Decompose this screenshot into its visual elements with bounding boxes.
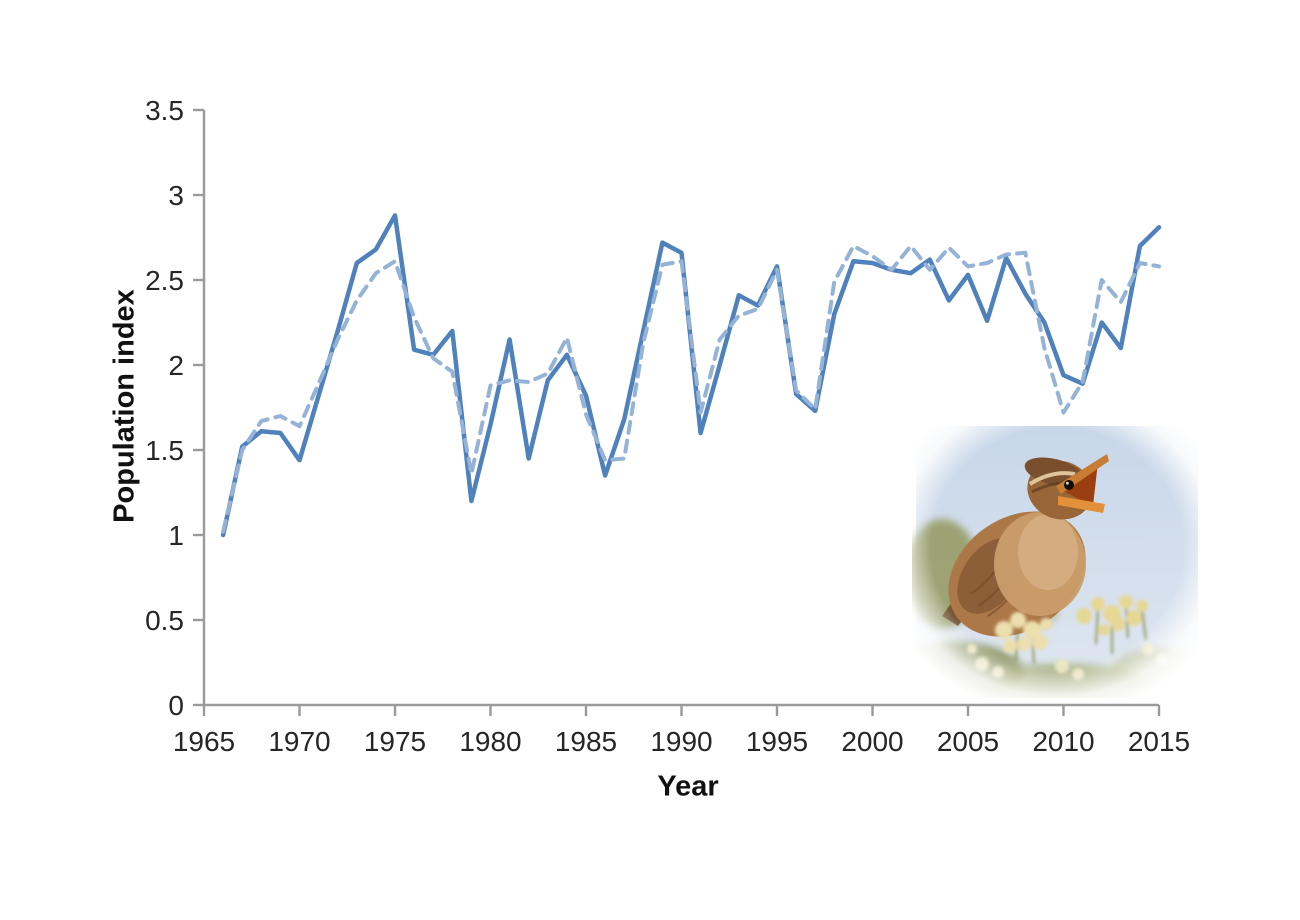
wren-photo-svg: [884, 424, 1214, 708]
x-axis-title: Year: [657, 770, 719, 803]
y-tick-label: 1: [168, 520, 184, 551]
x-tick-label: 1985: [555, 726, 617, 757]
photo-vignette: [912, 424, 1202, 698]
y-tick-label: 0: [168, 690, 184, 721]
x-tick-label: 1980: [459, 726, 521, 757]
y-tick-label: 1.5: [145, 435, 184, 466]
y-tick-label: 2: [168, 350, 184, 381]
x-tick-label: 2000: [841, 726, 903, 757]
x-tick-label: 1990: [650, 726, 712, 757]
x-tick-label: 1970: [268, 726, 330, 757]
x-tick-label: 2005: [937, 726, 999, 757]
dashed-line: [221, 244, 1161, 534]
x-tick-label: 2015: [1128, 726, 1190, 757]
y-tick-label: 2.5: [145, 265, 184, 296]
y-tick-label: 0.5: [145, 605, 184, 636]
x-tick-label: 1995: [746, 726, 808, 757]
y-tick-label: 3: [168, 180, 184, 211]
x-tick-label: 1965: [173, 726, 235, 757]
x-tick-label: 1975: [364, 726, 426, 757]
y-tick-label: 3.5: [145, 95, 184, 126]
x-tick-label: 2010: [1032, 726, 1094, 757]
wren-photo: [884, 424, 1214, 708]
y-axis-title: Population index: [108, 289, 141, 523]
